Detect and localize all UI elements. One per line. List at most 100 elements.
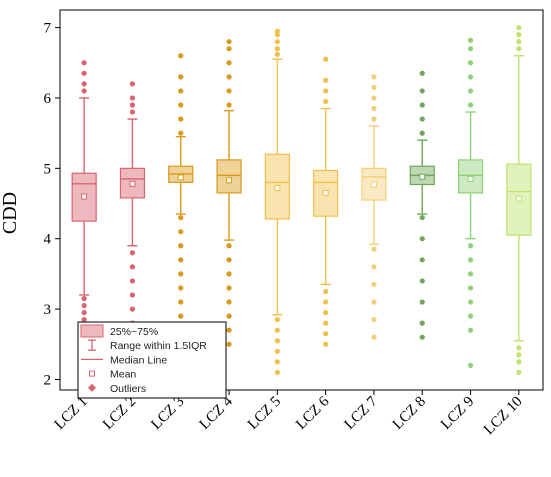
outlier-point [178,257,184,263]
plot-frame [59,9,544,391]
outlier-point [467,60,474,66]
outlier-point [371,246,377,252]
outlier-point [516,352,522,358]
outlier-point [371,116,377,122]
outlier-point [323,88,329,94]
outlier-point [129,306,136,312]
outlier-point [323,288,329,295]
y-tick-label: 6 [44,91,52,107]
legend-swatch [88,339,96,351]
outlier-point [419,214,425,221]
legend-label: Range within 1.5IQR [110,340,207,352]
y-tick-label: 7 [44,21,52,37]
outlier-point [178,88,184,94]
outlier-point [274,338,280,344]
outlier-point [467,74,474,80]
outlier-point [467,257,474,263]
outlier-point [178,271,184,277]
outlier-point [81,60,87,66]
box-group [119,81,146,326]
outlier-point [516,345,522,351]
legend-swatch [89,370,95,377]
x-tick-label: LCZ 8 [390,394,429,433]
outlier-point [323,341,329,347]
outlier-point [467,313,474,319]
outlier-point [129,250,136,256]
outlier-point [419,130,425,136]
outlier-point [129,81,136,87]
outlier-point [419,334,425,340]
y-tick-label: 4 [44,232,52,248]
x-tick-label: LCZ 9 [438,394,477,433]
outlier-point [226,88,232,94]
x-tick-label: LCZ 3 [148,394,187,433]
iqr-box [313,169,339,217]
outlier-point [419,70,425,76]
outlier-point [226,299,232,305]
mean-marker [177,174,184,181]
mean-marker [274,185,281,192]
mean-marker [467,175,474,182]
outlier-point [129,264,136,270]
outlier-point [323,56,329,62]
box-group [409,70,435,340]
outlier-point [516,32,522,38]
outlier-point [371,334,377,340]
outlier-point [516,39,522,45]
outlier-point [129,292,136,298]
outlier-point [226,46,232,52]
legend-swatch [88,383,96,392]
outlier-point [81,81,87,87]
outlier-point [371,299,377,305]
outlier-point [81,70,87,76]
outlier-point [81,88,87,94]
outlier-point [516,46,522,52]
outlier-point [371,84,377,91]
iqr-box [457,159,484,194]
outlier-point [323,299,329,305]
box-group [506,24,532,376]
outlier-point [467,243,474,249]
outlier-point [226,341,232,347]
x-tick-label: LCZ 7 [341,393,381,433]
outlier-point [419,299,425,305]
outlier-point [419,236,425,242]
outlier-point [129,109,136,115]
outlier-point [467,362,474,368]
x-tick-label: LCZ 6 [293,393,333,433]
outlier-point [274,51,280,57]
outlier-point [467,102,474,108]
box-group [264,28,290,376]
outlier-point [371,95,377,101]
outlier-point [467,285,474,291]
outlier-point [467,327,474,333]
outlier-point [467,37,474,43]
outlier-point [419,102,425,108]
outlier-point [81,309,87,316]
y-axis: 2 3 4 5 6 7 [44,21,60,388]
outlier-point [226,327,232,333]
outlier-point [178,214,184,221]
mean-marker [322,189,329,196]
mean-marker [81,193,88,200]
outlier-point [129,102,136,108]
mean-marker [515,195,522,202]
outlier-point [371,264,377,270]
box-group [71,60,97,347]
mean-marker [129,180,136,187]
outlier-point [226,257,232,263]
mean-marker [226,177,233,184]
outlier-point [178,299,184,305]
outlier-point [81,302,87,309]
outlier-point [323,320,329,326]
outlier-point [178,313,184,319]
outlier-point [516,359,522,365]
outlier-point [274,39,280,45]
outlier-point [274,359,280,365]
outlier-point [226,313,232,319]
outlier-point [371,105,377,112]
outlier-point [226,285,232,291]
box-group [361,74,387,340]
